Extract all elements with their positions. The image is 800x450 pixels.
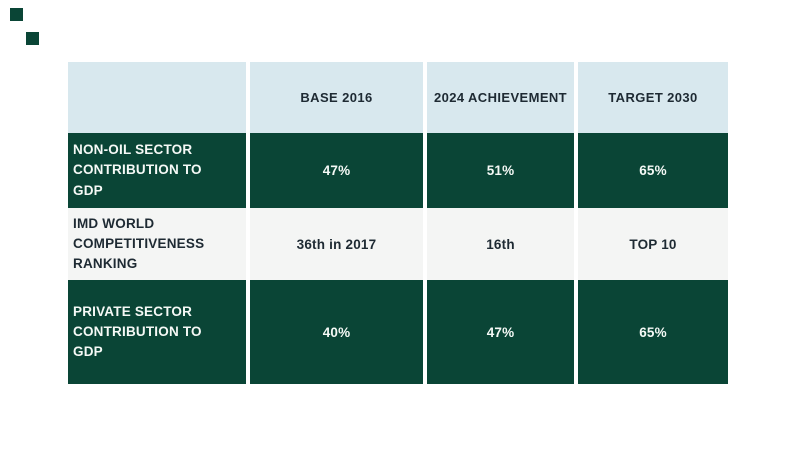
corner-accent-square-top <box>10 8 23 21</box>
value-non-oil-base: 47% <box>250 133 423 208</box>
kpi-comparison-table: BASE 2016 2024 ACHIEVEMENT TARGET 2030 N… <box>68 62 728 384</box>
header-cell-2024-achievement: 2024 ACHIEVEMENT <box>427 62 574 133</box>
row-label-non-oil-sector: NON-OIL SECTOR CONTRIBUTION TO GDP <box>68 133 246 208</box>
corner-accent-square-bottom <box>26 32 39 45</box>
value-private-target: 65% <box>578 280 728 384</box>
value-non-oil-target: 65% <box>578 133 728 208</box>
value-private-2024: 47% <box>427 280 574 384</box>
header-cell-empty <box>68 62 246 133</box>
value-imd-target: TOP 10 <box>578 208 728 280</box>
value-private-base: 40% <box>250 280 423 384</box>
header-cell-base-2016: BASE 2016 <box>250 62 423 133</box>
header-cell-target-2030: TARGET 2030 <box>578 62 728 133</box>
value-imd-2024: 16th <box>427 208 574 280</box>
value-non-oil-2024: 51% <box>427 133 574 208</box>
value-imd-base: 36th in 2017 <box>250 208 423 280</box>
row-label-imd-ranking: IMD WORLD COMPETITIVENESS RANKING <box>68 208 246 280</box>
row-label-private-sector: PRIVATE SECTOR CONTRIBUTION TO GDP <box>68 280 246 384</box>
